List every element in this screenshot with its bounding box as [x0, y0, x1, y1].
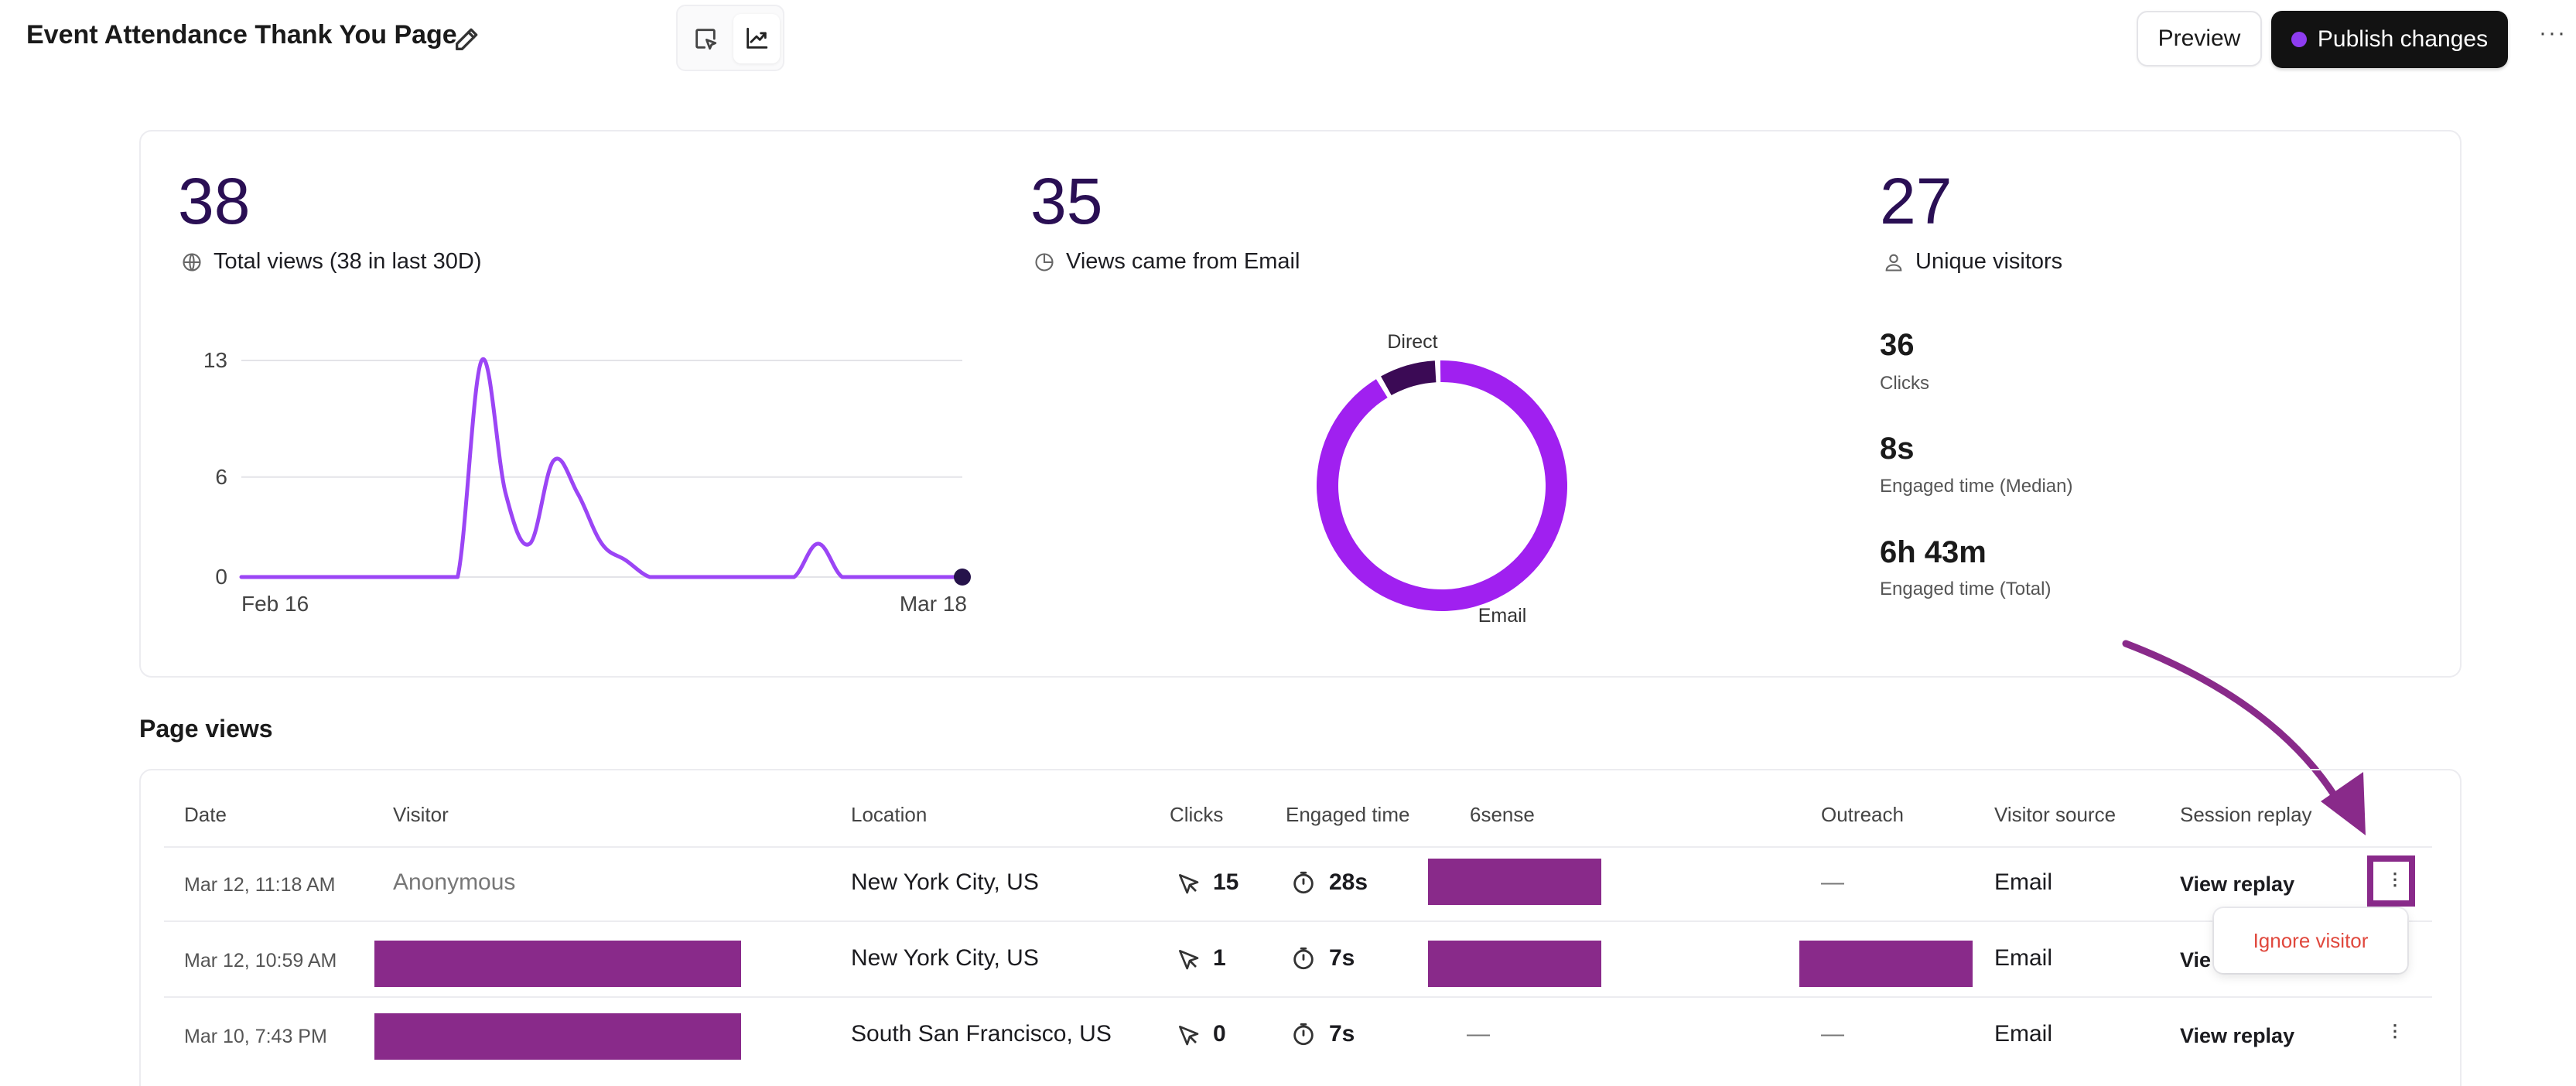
- redacted-visitor: [374, 1013, 741, 1060]
- x-tick-end: Mar 18: [900, 592, 967, 616]
- preview-button[interactable]: Preview: [2137, 11, 2262, 67]
- globe-icon: [183, 252, 201, 272]
- col-header-visitor[interactable]: Visitor: [393, 803, 449, 826]
- page-title: Event Attendance Thank You Page: [26, 20, 457, 50]
- row-1-visitor[interactable]: Anonymous: [393, 869, 516, 895]
- email-views-label-row: Views came from Email: [1033, 249, 1300, 275]
- row-2-clicks: 1: [1213, 945, 1226, 971]
- pencil-icon[interactable]: [452, 23, 483, 54]
- y-tick-label: 6: [215, 465, 227, 489]
- redacted-6sense: [1428, 941, 1601, 987]
- page-views-table: [139, 769, 2462, 1086]
- highlight-box: [2367, 855, 2415, 907]
- row-3-outreach: —: [1821, 1021, 1844, 1047]
- stopwatch-icon: [1293, 947, 1314, 970]
- col-header-engaged-time[interactable]: Engaged time: [1286, 803, 1410, 826]
- cursor-select-icon[interactable]: [682, 14, 729, 63]
- view-toggle: [676, 5, 784, 71]
- email-views-label: Views came from Email: [1066, 249, 1300, 274]
- row-2-date: Mar 12, 10:59 AM: [184, 950, 337, 972]
- col-header-session-replay[interactable]: Session replay: [2180, 803, 2312, 826]
- status-dot-icon: [2291, 32, 2307, 47]
- row-3-engaged: 7s: [1329, 1021, 1355, 1047]
- donut-slice-email: [1317, 360, 1567, 611]
- donut-label-direct: Direct: [1387, 331, 1437, 353]
- row-3-more-icon[interactable]: ⋮: [2386, 1021, 2403, 1040]
- row-1-source: Email: [1994, 869, 2053, 895]
- engaged-total-label: Engaged time (Total): [1880, 579, 2052, 599]
- traffic-source-donut: Direct Email: [1317, 331, 1567, 627]
- user-icon: [1885, 254, 1902, 272]
- row-1-engaged: 28s: [1329, 869, 1368, 895]
- ignore-visitor-menu-item[interactable]: Ignore visitor: [2253, 928, 2369, 952]
- unique-visitors-number: 27: [1880, 165, 1952, 237]
- cursor-click-icon: [1179, 950, 1199, 970]
- col-header-date[interactable]: Date: [184, 803, 227, 826]
- more-options-icon[interactable]: ···: [2539, 20, 2567, 46]
- pie-chart-icon: [1035, 252, 1054, 272]
- row-1-date: Mar 12, 11:18 AM: [184, 874, 336, 896]
- total-views-number: 38: [178, 165, 251, 237]
- y-tick-label: 0: [215, 565, 227, 589]
- row-3-6sense: —: [1467, 1021, 1490, 1047]
- redacted-visitor: [374, 941, 741, 987]
- publish-label: Publish changes: [2317, 26, 2489, 52]
- cursor-click-icon: [1179, 1026, 1199, 1046]
- views-line-chart: 0 6 13 Feb 16 Mar 18: [203, 348, 971, 616]
- total-views-label: Total views (38 in last 30D): [214, 249, 482, 274]
- page-views-title: Page views: [139, 715, 273, 743]
- col-header-6sense[interactable]: 6sense: [1470, 803, 1535, 826]
- donut-label-email: Email: [1478, 605, 1527, 627]
- views-series-line: [239, 357, 965, 579]
- row-1-more-icon[interactable]: ⋮: [2386, 869, 2403, 889]
- y-tick-label: 13: [203, 348, 227, 372]
- row-1-clicks: 15: [1213, 869, 1239, 895]
- x-tick-start: Feb 16: [241, 592, 309, 616]
- row-2-location: New York City, US: [851, 945, 1039, 971]
- cursor-click-icon: [1179, 874, 1199, 894]
- col-header-outreach[interactable]: Outreach: [1821, 803, 1904, 826]
- clicks-number: 36: [1880, 328, 1915, 362]
- row-1-location: New York City, US: [851, 869, 1039, 895]
- row-divider: [164, 846, 2432, 848]
- row-2-view-replay-link[interactable]: Vie: [2180, 948, 2212, 972]
- row-3-source: Email: [1994, 1021, 2053, 1047]
- donut-slice-direct: [1381, 360, 1437, 395]
- row-2-engaged: 7s: [1329, 945, 1355, 971]
- row-divider: [164, 996, 2432, 998]
- clicks-label: Clicks: [1880, 373, 1929, 394]
- views-series-end-point: [954, 569, 971, 586]
- col-header-visitor-source[interactable]: Visitor source: [1994, 803, 2116, 826]
- row-2-source: Email: [1994, 945, 2053, 971]
- publish-changes-button[interactable]: Publish changes: [2271, 11, 2508, 68]
- col-header-location[interactable]: Location: [851, 803, 928, 826]
- row-3-view-replay-link[interactable]: View replay: [2180, 1024, 2295, 1047]
- row-3-location: South San Francisco, US: [851, 1021, 1112, 1047]
- engaged-median-label: Engaged time (Median): [1880, 476, 2073, 497]
- engaged-total-number: 6h 43m: [1880, 535, 1987, 569]
- stopwatch-icon: [1293, 1023, 1314, 1046]
- unique-visitors-label-row: Unique visitors: [1883, 249, 2062, 275]
- row-3-clicks: 0: [1213, 1021, 1226, 1047]
- row-actions-menu: Ignore visitor: [2214, 908, 2407, 973]
- stopwatch-icon: [1293, 871, 1314, 894]
- total-views-label-row: Total views (38 in last 30D): [181, 249, 482, 275]
- unique-visitors-label: Unique visitors: [1915, 249, 2063, 274]
- row-1-view-replay-link[interactable]: View replay: [2180, 873, 2295, 896]
- annotation-arrow: [2122, 640, 2366, 835]
- col-header-clicks[interactable]: Clicks: [1170, 803, 1224, 826]
- email-views-number: 35: [1030, 165, 1103, 237]
- redacted-outreach: [1799, 941, 1973, 987]
- row-3-date: Mar 10, 7:43 PM: [184, 1026, 327, 1047]
- row-1-outreach: —: [1821, 869, 1844, 895]
- analytics-chart-icon[interactable]: [733, 14, 780, 63]
- engaged-median-number: 8s: [1880, 432, 1915, 466]
- stats-card: [139, 130, 2462, 678]
- redacted-6sense: [1428, 859, 1601, 905]
- row-divider: [164, 920, 2432, 922]
